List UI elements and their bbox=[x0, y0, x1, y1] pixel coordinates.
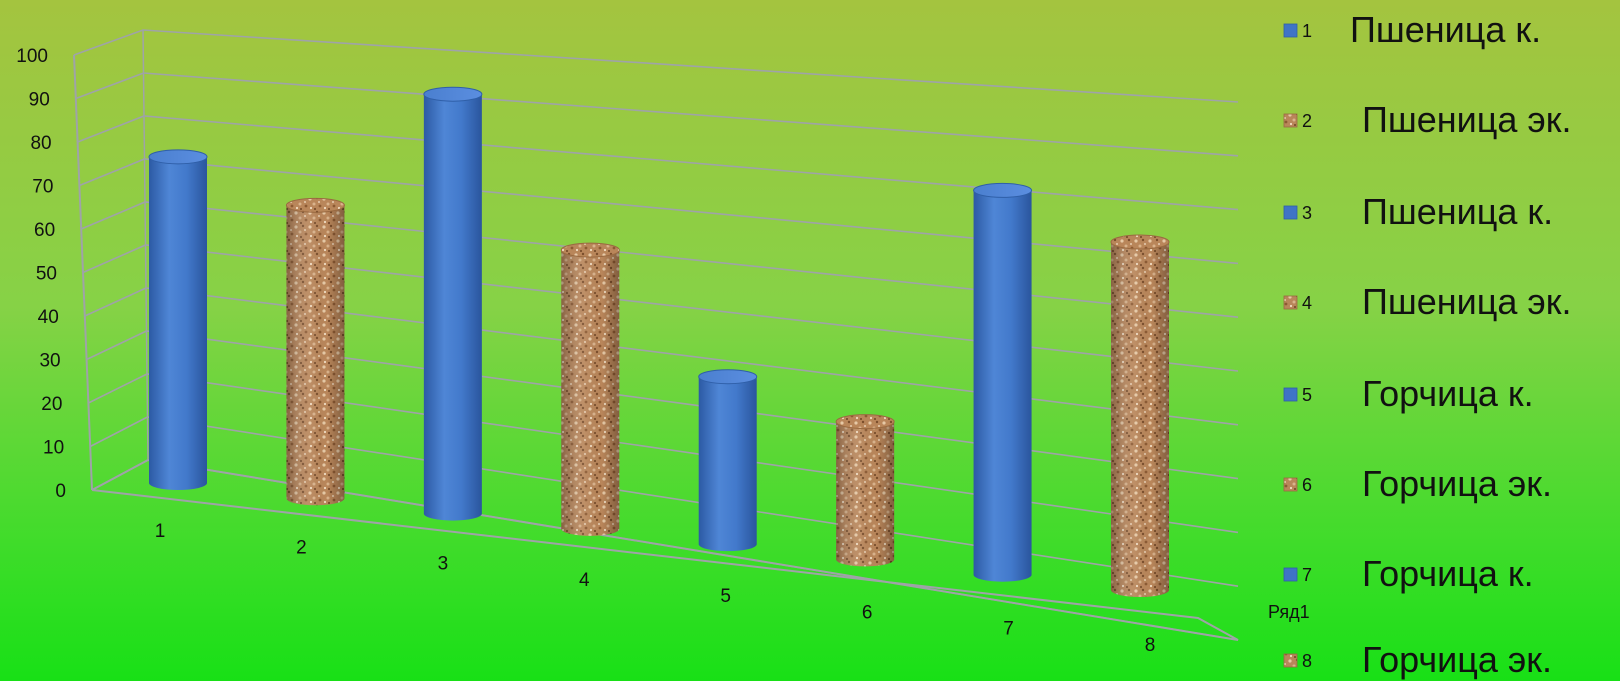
y-tick-label: 0 bbox=[55, 481, 66, 502]
legend-key: 8 bbox=[1302, 651, 1312, 671]
legend-label: Пшеница к. bbox=[1350, 9, 1541, 50]
gridline bbox=[89, 416, 1239, 587]
legend-label: Горчица к. bbox=[1362, 373, 1534, 414]
legend-label: Горчица эк. bbox=[1362, 463, 1552, 504]
bar-8 bbox=[1110, 234, 1170, 597]
y-tick-label: 70 bbox=[32, 177, 53, 198]
legend-swatch bbox=[1283, 567, 1298, 582]
legend-label: Горчица эк. bbox=[1362, 639, 1552, 680]
gridline bbox=[84, 287, 1239, 426]
bar-body bbox=[973, 190, 1032, 582]
x-tick-label: 3 bbox=[438, 554, 449, 575]
y-tick-label: 100 bbox=[16, 46, 48, 67]
legend-label: Горчица к. bbox=[1362, 553, 1534, 594]
legend-label: Пшеница к. bbox=[1362, 191, 1553, 232]
legend-key: 2 bbox=[1302, 111, 1312, 131]
x-tick-label: 2 bbox=[296, 537, 307, 558]
bar-cap bbox=[148, 149, 208, 165]
x-tick-label: 1 bbox=[155, 521, 166, 542]
legend-swatch bbox=[1283, 387, 1298, 402]
bar-cap bbox=[698, 369, 758, 385]
x-tick-label: 7 bbox=[1003, 619, 1014, 640]
gridline bbox=[82, 244, 1239, 372]
bar-body bbox=[149, 156, 207, 490]
bar-body bbox=[698, 376, 757, 552]
y-tick-label: 30 bbox=[39, 351, 60, 372]
x-tick-label: 8 bbox=[1145, 635, 1156, 656]
legend-swatch bbox=[1283, 205, 1298, 220]
gridline bbox=[73, 29, 1239, 103]
bar-cap bbox=[423, 86, 483, 102]
y-tick-label: 90 bbox=[29, 90, 50, 111]
series-axis-label: Ряд1 bbox=[1268, 602, 1310, 622]
legend-item-4: 4 Пшеница эк. bbox=[1283, 281, 1572, 322]
legend-label: Пшеница эк. bbox=[1362, 281, 1572, 322]
legend-item-5: 5 Горчица к. bbox=[1283, 373, 1534, 414]
legend-label: Пшеница эк. bbox=[1362, 99, 1572, 140]
legend-key: 1 bbox=[1302, 21, 1312, 41]
bar-3 bbox=[423, 86, 483, 521]
floor-outline bbox=[91, 458, 1239, 641]
bar-cap bbox=[973, 182, 1033, 198]
bar-5 bbox=[698, 369, 758, 552]
bar-shading bbox=[1111, 242, 1169, 597]
bar-shading bbox=[836, 421, 895, 567]
legend-swatch bbox=[1283, 295, 1298, 310]
bar-body bbox=[423, 94, 482, 521]
y-tick-label: 60 bbox=[34, 220, 55, 241]
legend-key: 4 bbox=[1302, 293, 1312, 313]
legend-item-7: 7 Горчица к. bbox=[1283, 553, 1534, 594]
gridline bbox=[91, 459, 1239, 641]
y-tick-label: 40 bbox=[38, 307, 59, 328]
bar-shading bbox=[561, 250, 620, 536]
x-tick-label: 5 bbox=[720, 586, 731, 607]
legend-swatch bbox=[1283, 653, 1298, 668]
bar-shading bbox=[286, 205, 345, 506]
y-tick-label: 20 bbox=[41, 394, 62, 415]
legend-swatch bbox=[1283, 477, 1298, 492]
bar-1 bbox=[148, 149, 208, 490]
gridline bbox=[77, 115, 1239, 211]
bar-cap bbox=[560, 242, 620, 258]
legend-item-6: 6 Горчица эк. bbox=[1283, 463, 1552, 504]
y-tick-label: 50 bbox=[36, 264, 57, 285]
legend-item-1: 1 Пшеница к. bbox=[1283, 9, 1541, 50]
bar-2 bbox=[285, 197, 345, 506]
gridline bbox=[79, 158, 1239, 265]
y-tick-label: 80 bbox=[30, 133, 51, 154]
legend-item-2: 2 Пшеница эк. bbox=[1283, 99, 1572, 140]
y-tick-label: 10 bbox=[43, 438, 64, 459]
legend-key: 3 bbox=[1302, 203, 1312, 223]
legend-swatch bbox=[1283, 113, 1298, 128]
bar-6 bbox=[835, 414, 895, 567]
legend-item-3: 3 Пшеница к. bbox=[1283, 191, 1553, 232]
bar-cap bbox=[285, 197, 345, 213]
bar-cap bbox=[1110, 234, 1170, 250]
x-tick-label: 4 bbox=[579, 570, 590, 591]
legend-key: 7 bbox=[1302, 565, 1312, 585]
x-tick-label: 6 bbox=[862, 602, 873, 623]
bar-cap bbox=[835, 414, 895, 430]
gridline bbox=[80, 201, 1239, 318]
legend-key: 6 bbox=[1302, 475, 1312, 495]
legend-key: 5 bbox=[1302, 385, 1312, 405]
legend-item-8: 8 Горчица эк. bbox=[1283, 639, 1552, 680]
bar-4 bbox=[560, 242, 620, 536]
legend-swatch bbox=[1283, 23, 1298, 38]
bar-7 bbox=[973, 182, 1033, 582]
gridline bbox=[75, 72, 1239, 157]
